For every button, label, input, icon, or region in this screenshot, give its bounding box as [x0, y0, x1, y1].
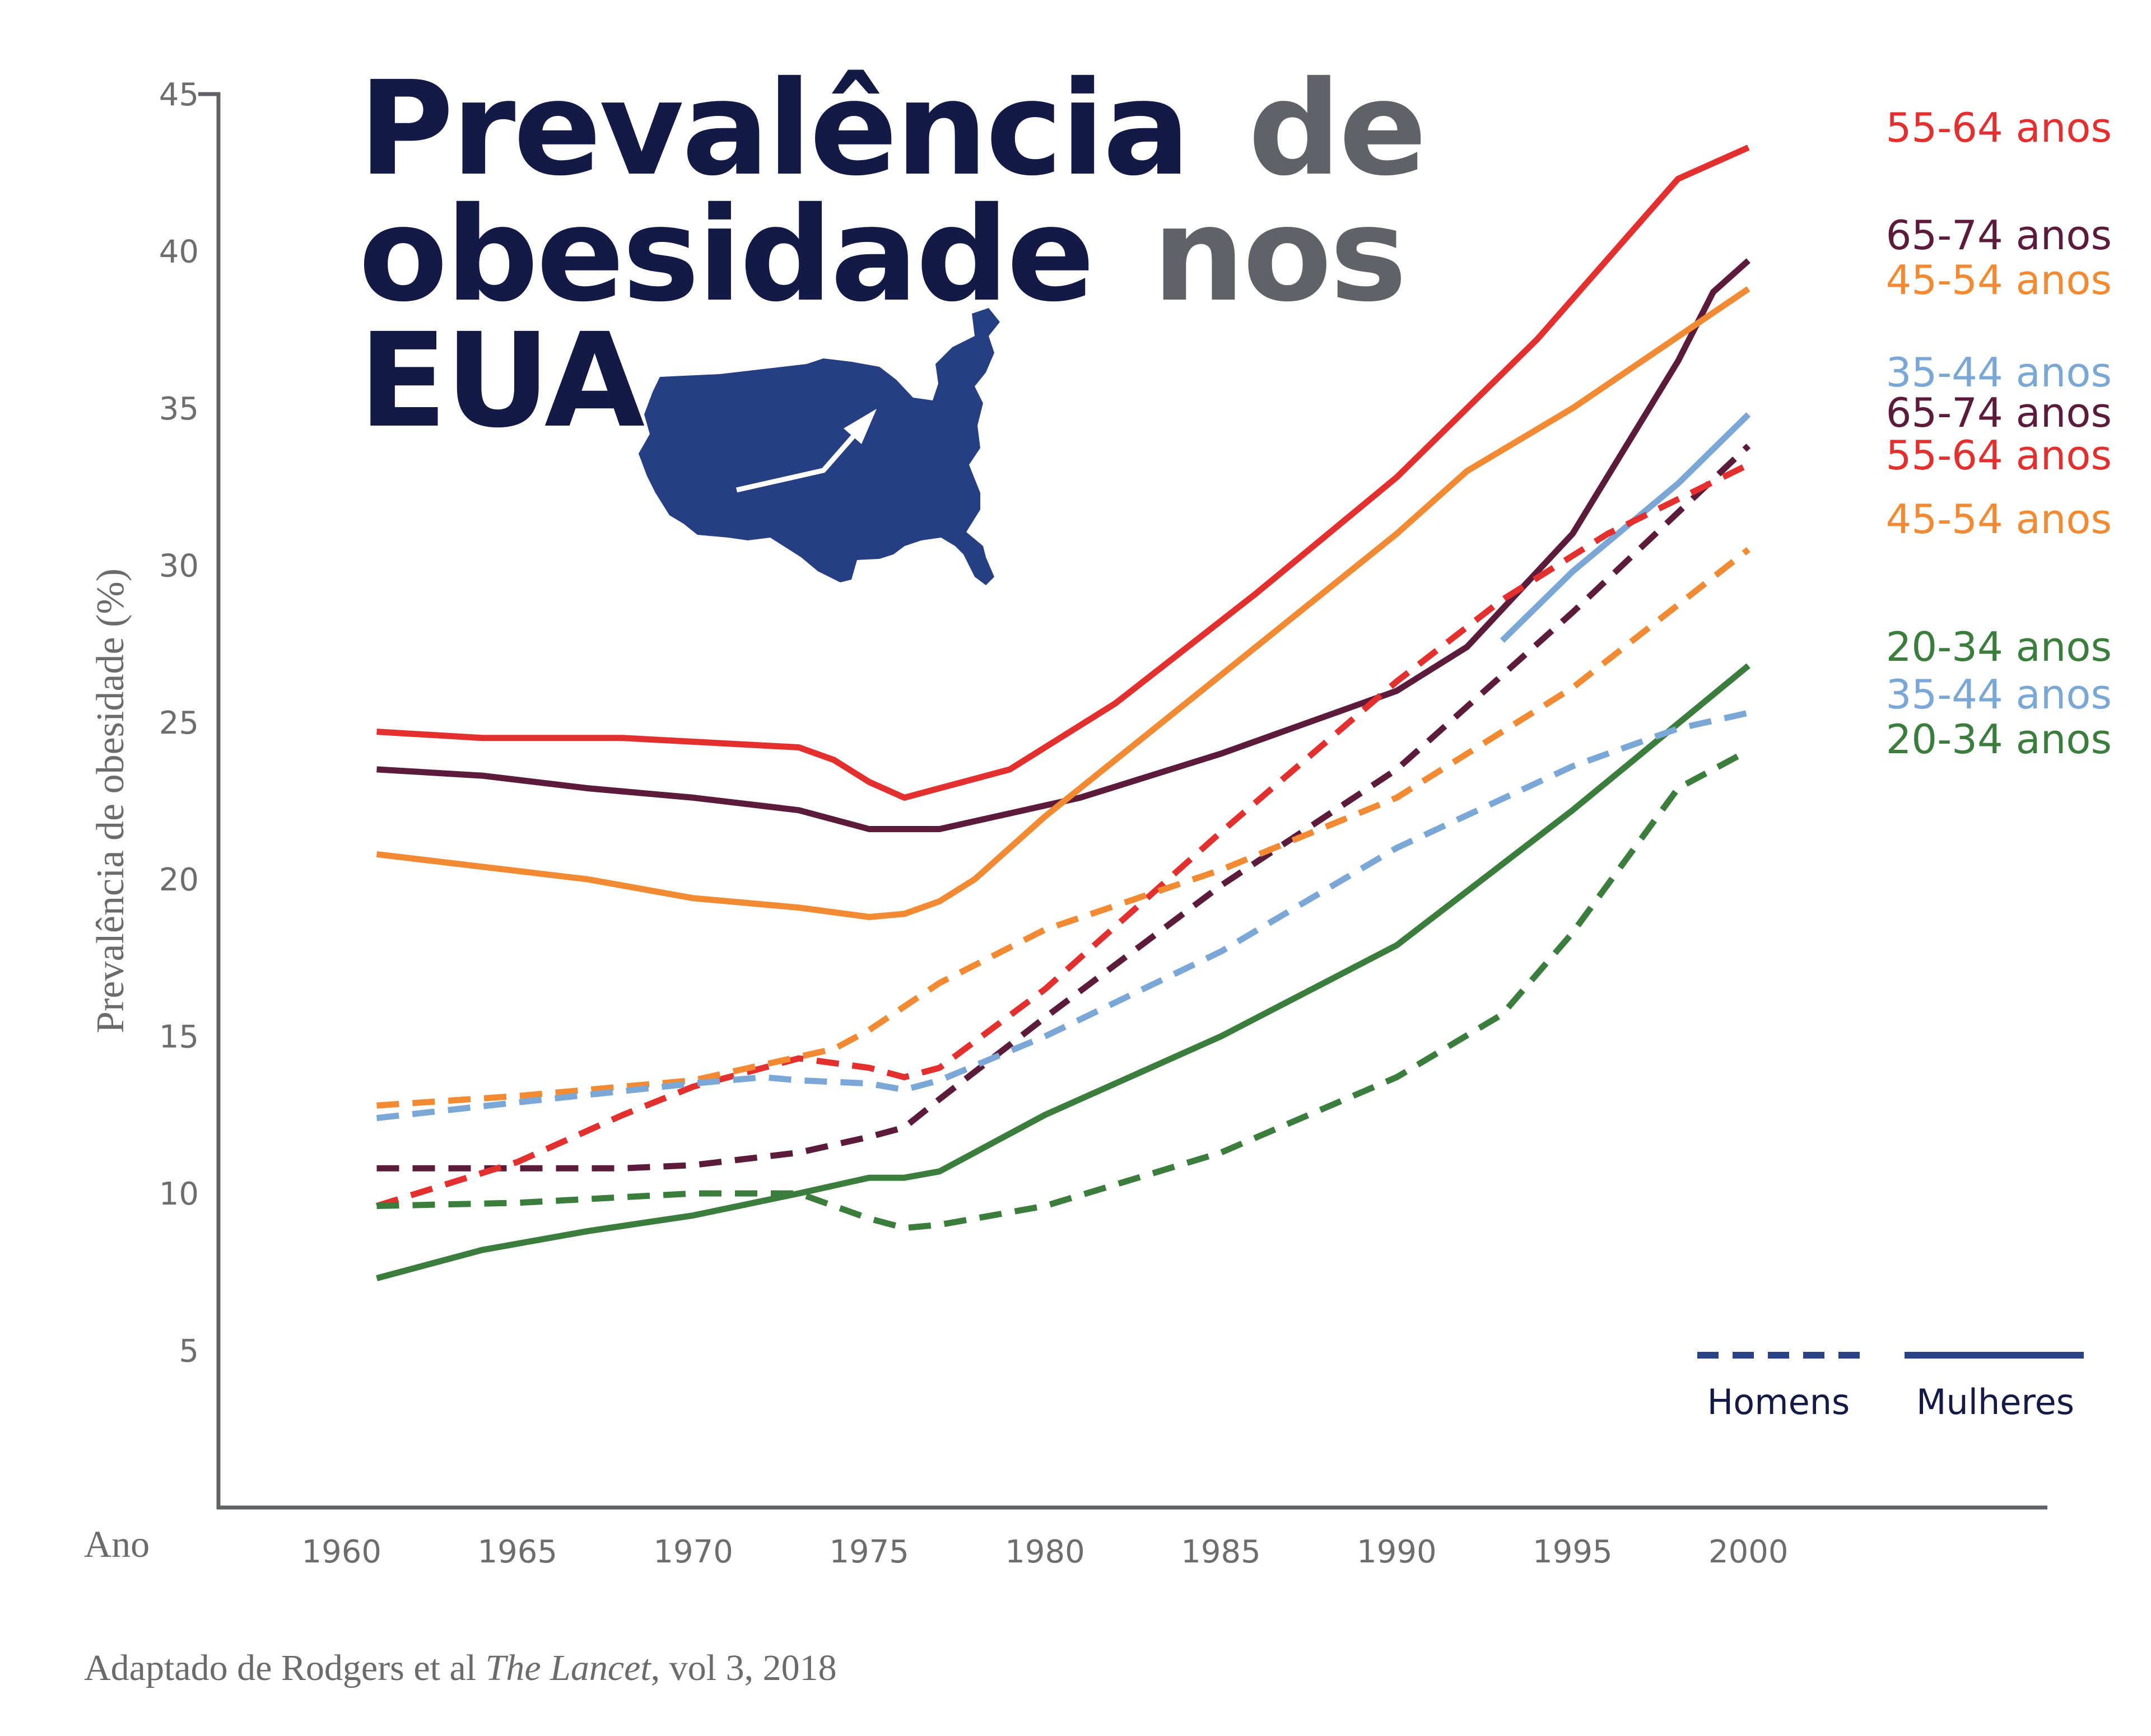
y-tick-labels: 5 10 15 20 25 30 35 40 45	[159, 77, 199, 1370]
x-tick-label-1990: 1990	[1357, 1534, 1437, 1570]
x-tick-label-1985: 1985	[1181, 1534, 1261, 1570]
series-line-65-74-anos-mulheres	[376, 258, 1750, 832]
series-line-65-74-anos-homens	[376, 444, 1751, 1172]
x-tick-label-1965: 1965	[477, 1534, 557, 1570]
y-tick-label-25: 25	[159, 705, 199, 741]
title-word-de: de	[1248, 53, 1424, 204]
y-tick-label-30: 30	[159, 548, 199, 584]
source-note: Adaptado de Rodgers et al The Lancet, vo…	[84, 1648, 837, 1688]
end-label-20-34-anos-7: 20-34 anos	[1886, 623, 2112, 670]
source-journal: The Lancet	[486, 1648, 652, 1688]
title-word-eua: EUA	[358, 305, 645, 456]
usa-map-icon	[639, 308, 1000, 585]
source-prefix: Adaptado de Rodgers et al	[84, 1648, 486, 1688]
legend: Homens Mulheres	[1697, 1352, 2084, 1422]
chart-title-line-2: obesidade nos	[358, 179, 1405, 330]
end-label-45-54-anos-6: 45-54 anos	[1886, 496, 2112, 543]
y-tick-label-15: 15	[159, 1019, 199, 1056]
end-label-35-44-anos-3: 35-44 anos	[1886, 349, 2112, 396]
end-label-20-34-anos-9: 20-34 anos	[1886, 716, 2112, 763]
x-tick-label-1980: 1980	[1005, 1534, 1085, 1570]
series-lines	[375, 144, 1751, 1281]
end-label-65-74-anos-1: 65-74 anos	[1886, 212, 2112, 259]
y-tick-label-10: 10	[159, 1176, 199, 1212]
end-label-55-64-anos-5: 55-64 anos	[1886, 432, 2112, 479]
usa-map-shape	[639, 308, 1000, 585]
y-axis-label: Prevalência de obesidade (%)	[89, 568, 132, 1033]
series-line-45-54-anos-mulheres	[376, 286, 1750, 920]
y-tick-label-40: 40	[159, 234, 199, 270]
series-line-20-34-anos-homens	[376, 748, 1750, 1231]
series-line-45-54-anos-homens	[376, 547, 1750, 1109]
x-tick-label-1995: 1995	[1533, 1534, 1613, 1570]
x-tick-labels: 1960 1965 1970 1975 1980 1985 1990 1995 2000	[302, 1534, 1789, 1570]
series-line-55-64-anos-mulheres	[376, 144, 1750, 801]
title-word-prevalencia: Prevalência	[358, 53, 1188, 204]
end-label-45-54-anos-2: 45-54 anos	[1886, 256, 2112, 304]
series-line-35-44-anos-mulheres	[1500, 412, 1751, 643]
x-axis-label: Ano	[84, 1523, 150, 1565]
title-word-obesidade: obesidade	[358, 179, 1092, 330]
y-tick-label-20: 20	[159, 862, 199, 898]
x-tick-label-1970: 1970	[653, 1534, 733, 1570]
end-label-65-74-anos-4: 65-74 anos	[1886, 389, 2112, 436]
legend-women-label: Mulheres	[1916, 1382, 2074, 1422]
series-line-35-44-anos-homens	[376, 710, 1749, 1121]
chart-title-line-1: Prevalência de	[358, 53, 1424, 204]
series-line-20-34-anos-mulheres	[376, 663, 1750, 1281]
y-tick-label-45: 45	[159, 77, 199, 113]
end-label-35-44-anos-8: 35-44 anos	[1886, 671, 2112, 718]
x-tick-label-1975: 1975	[829, 1534, 909, 1570]
x-tick-label-1960: 1960	[302, 1534, 382, 1570]
axes	[198, 92, 2047, 1510]
y-tick-label-5: 5	[179, 1333, 199, 1370]
map-trend-arrow-head	[844, 409, 877, 444]
y-tick-label-35: 35	[159, 391, 199, 427]
source-suffix: , vol 3, 2018	[651, 1648, 837, 1688]
x-tick-label-2000: 2000	[1708, 1534, 1789, 1570]
legend-men-label: Homens	[1707, 1382, 1850, 1422]
end-label-55-64-anos-0: 55-64 anos	[1886, 104, 2112, 151]
map-trend-arrow-line	[736, 424, 865, 493]
chart-title-line-3: EUA	[358, 305, 645, 456]
series-line-55-64-anos-homens	[375, 461, 1750, 1209]
title-word-nos: nos	[1152, 179, 1405, 330]
